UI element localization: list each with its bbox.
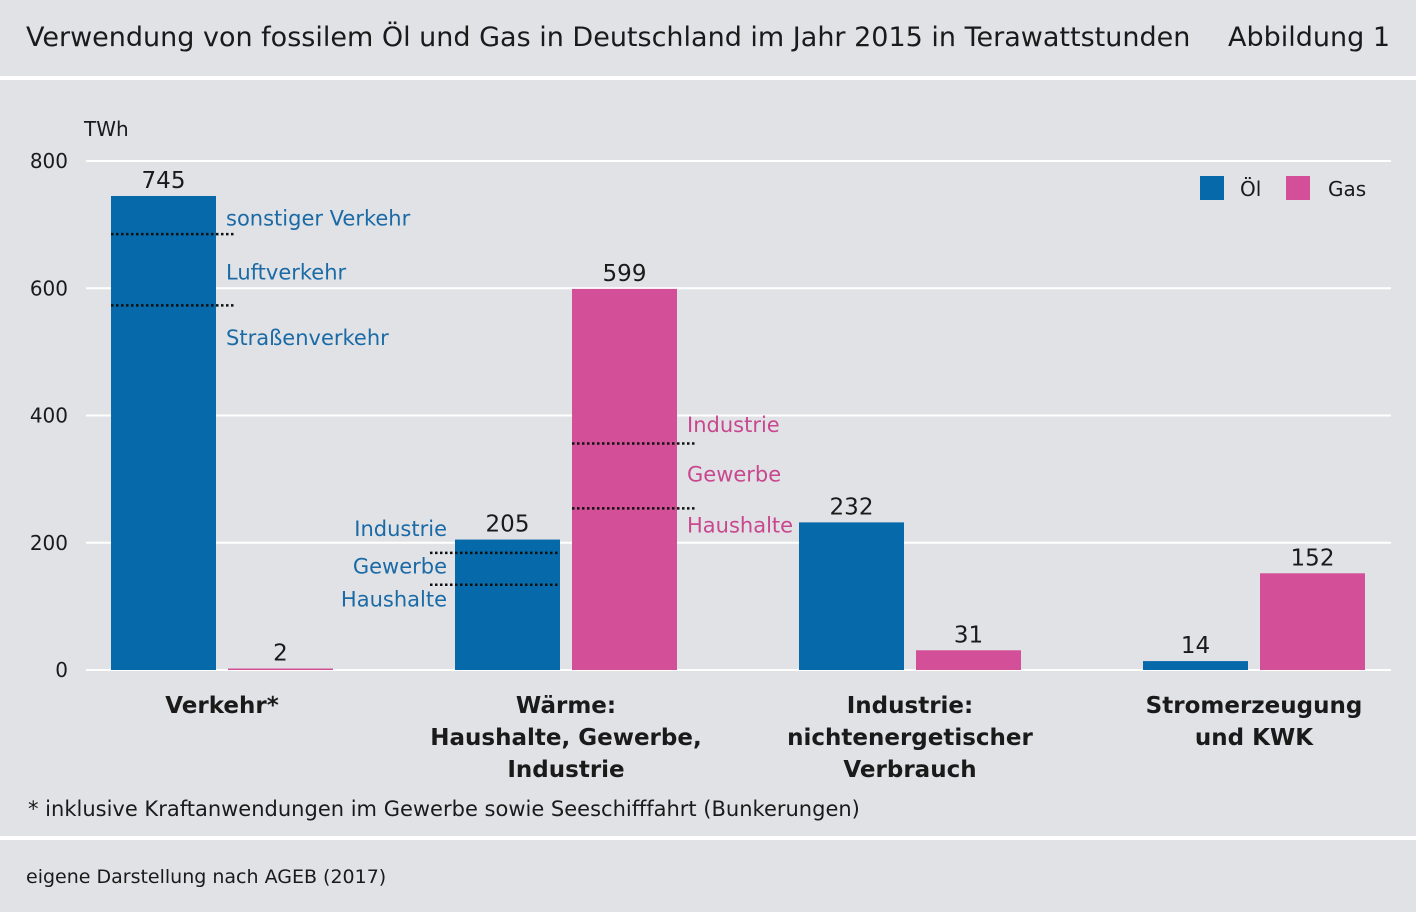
- category-label: Haushalte, Gewerbe,: [430, 725, 701, 751]
- category-label: und KWK: [1195, 725, 1314, 751]
- y-tick-label: 800: [30, 149, 68, 173]
- gas-bar: [1260, 573, 1365, 670]
- header-panel: [0, 0, 1416, 76]
- legend-swatch-gas: [1286, 176, 1310, 200]
- y-axis-unit: TWh: [83, 117, 129, 141]
- breakdown-label: Luftverkehr: [226, 260, 347, 284]
- category-label: Industrie:: [847, 693, 973, 719]
- y-tick-label: 200: [30, 531, 68, 555]
- oil-bar: [455, 539, 560, 670]
- oil-bar: [799, 522, 904, 670]
- category-label: Verkehr*: [165, 693, 279, 719]
- bar-value-label: 152: [1291, 545, 1335, 571]
- source-panel: [0, 840, 1416, 912]
- y-tick-label: 0: [55, 658, 68, 682]
- bar-value-label: 232: [830, 494, 874, 520]
- category-label: nichtenergetischer: [787, 725, 1033, 751]
- oil-bar: [111, 195, 216, 670]
- bar-value-label: 14: [1181, 633, 1210, 659]
- breakdown-label: Industrie: [354, 517, 447, 541]
- bar-value-label: 2: [273, 641, 288, 667]
- y-tick-label: 400: [30, 404, 68, 428]
- category-label: Wärme:: [516, 693, 616, 719]
- y-tick-label: 600: [30, 276, 68, 300]
- footnote: * inklusive Kraftanwendungen im Gewerbe …: [28, 797, 860, 821]
- breakdown-label: sonstiger Verkehr: [226, 206, 411, 230]
- figure-label: Abbildung 1: [1227, 22, 1390, 53]
- legend-label: Öl: [1240, 177, 1261, 201]
- chart-panel: [0, 80, 1416, 836]
- gas-bar: [572, 288, 677, 670]
- legend-swatch-oil: [1200, 176, 1224, 200]
- bar-value-label: 31: [954, 622, 983, 648]
- legend-label: Gas: [1328, 177, 1366, 201]
- category-label: Stromerzeugung: [1146, 693, 1363, 719]
- breakdown-label: Straßenverkehr: [226, 326, 389, 350]
- bar-value-label: 599: [603, 261, 647, 287]
- breakdown-label: Haushalte: [687, 514, 793, 538]
- breakdown-label: Haushalte: [341, 587, 447, 611]
- category-label: Industrie: [507, 757, 624, 783]
- gas-bar: [916, 650, 1021, 670]
- oil-bar: [1143, 661, 1248, 670]
- breakdown-label: Gewerbe: [687, 463, 781, 487]
- gas-bar: [228, 668, 333, 670]
- category-label: Verbrauch: [843, 757, 976, 783]
- bar-value-label: 205: [486, 512, 530, 538]
- breakdown-label: Industrie: [687, 413, 780, 437]
- bar-value-label: 745: [142, 168, 186, 194]
- breakdown-label: Gewerbe: [353, 554, 447, 578]
- source-note: eigene Darstellung nach AGEB (2017): [26, 866, 387, 888]
- chart-title: Verwendung von fossilem Öl und Gas in De…: [26, 22, 1191, 53]
